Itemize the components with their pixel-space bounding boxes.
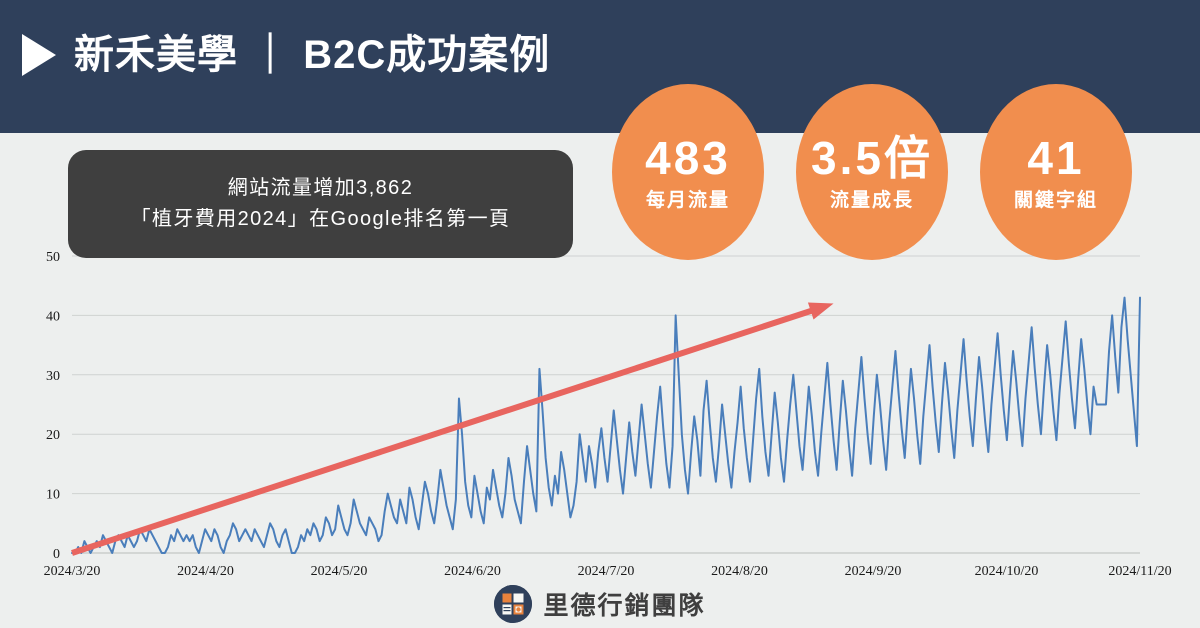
stat-label: 流量成長 xyxy=(829,189,914,211)
y-axis-tick-label: 30 xyxy=(46,369,60,384)
traffic-line-series xyxy=(71,296,1141,554)
stat-circle-keywords: 41 關鍵字組 xyxy=(980,84,1132,260)
y-axis-tick-label: 10 xyxy=(46,488,60,503)
play-triangle-icon xyxy=(22,34,56,76)
stat-label: 關鍵字組 xyxy=(1013,189,1098,211)
stat-value: 41 xyxy=(1027,131,1085,184)
stat-circle-monthly-traffic: 483 每月流量 xyxy=(612,84,764,260)
footer-brand-name: 里德行銷團隊 xyxy=(543,592,706,620)
y-axis-tick-label: 0 xyxy=(53,547,60,562)
footer: 里德行銷團隊 xyxy=(0,580,1200,628)
y-axis-tick-label: 40 xyxy=(46,309,60,324)
stat-value: 483 xyxy=(645,131,731,184)
x-axis-tick-label: 2024/7/20 xyxy=(578,564,635,579)
callout-line-1: 網站流量增加3,862 xyxy=(227,177,414,199)
x-axis-tick-label: 2024/8/20 xyxy=(711,564,768,579)
x-axis-tick-label: 2024/11/20 xyxy=(1108,564,1171,579)
y-axis-tick-label: 50 xyxy=(46,250,60,265)
callout-line-2: 「植牙費用2024」在Google排名第一頁 xyxy=(130,208,511,230)
chart-svg: 0 10 20 30 40 50 2024/3/20 2024/4/20 2024/5/20 20… xyxy=(44,250,1172,579)
stat-circle-traffic-growth: 3.5倍 流量成長 xyxy=(796,84,948,260)
x-axis-tick-label: 2024/4/20 xyxy=(177,564,234,579)
stats-row: 483 每月流量 3.5倍 流量成長 41 關鍵字組 xyxy=(612,84,1132,260)
x-axis-tick-label: 2024/9/20 xyxy=(845,564,902,579)
trend-arrow-head xyxy=(807,302,834,320)
header-content: 新禾美學 ｜ B2C成功案例 xyxy=(22,34,550,76)
stat-label: 每月流量 xyxy=(645,189,730,211)
x-axis-tick-label: 2024/3/20 xyxy=(44,564,101,579)
x-axis-tick-label: 2024/10/20 xyxy=(975,564,1039,579)
trend-line xyxy=(71,306,816,556)
stat-value: 3.5倍 xyxy=(811,131,933,184)
header-band: 新禾美學 ｜ B2C成功案例 xyxy=(0,0,1200,133)
x-axis-tick-label: 2024/5/20 xyxy=(311,564,368,579)
traffic-chart: 0 10 20 30 40 50 2024/3/20 2024/4/20 2024/5/20 20… xyxy=(0,240,1200,580)
lide-marketing-logo-icon xyxy=(494,585,533,623)
x-axis-tick-label: 2024/6/20 xyxy=(444,564,501,579)
page-title: 新禾美學 ｜ B2C成功案例 xyxy=(74,33,551,77)
callout-box: 網站流量增加3,862 「植牙費用2024」在Google排名第一頁 xyxy=(68,150,573,258)
y-axis-tick-label: 20 xyxy=(46,428,60,443)
